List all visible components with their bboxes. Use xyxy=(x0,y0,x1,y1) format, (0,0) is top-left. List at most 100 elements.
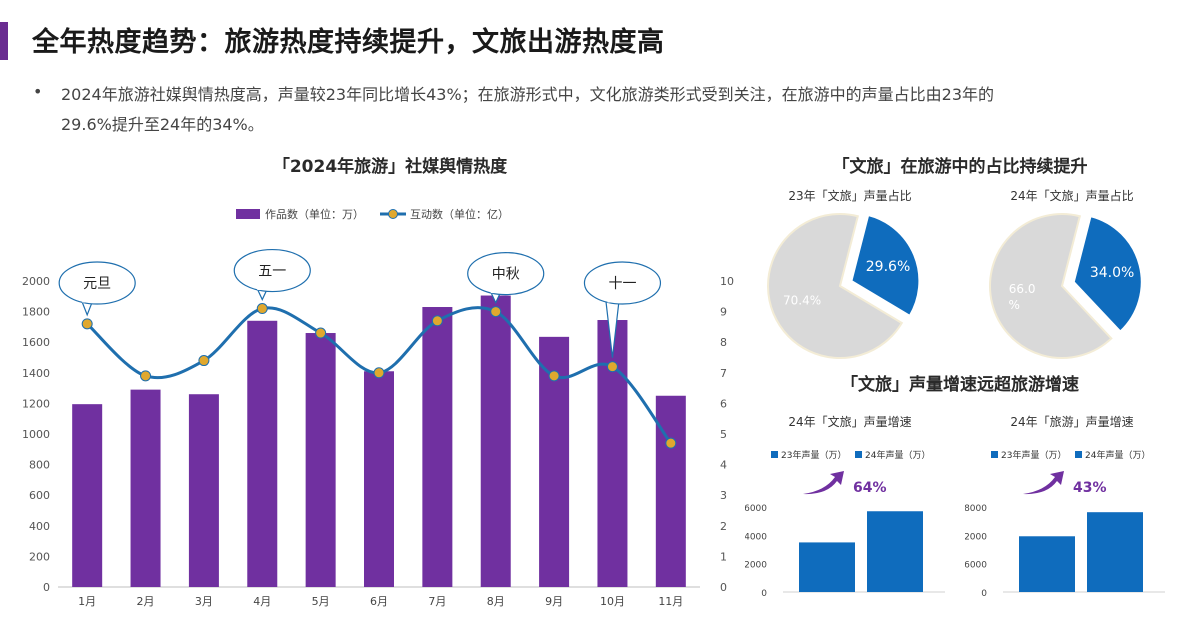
interaction-point xyxy=(315,327,327,339)
callout-label: 元旦 xyxy=(83,276,111,292)
bar-mark xyxy=(72,404,103,587)
y-left-tick-label: 1400 xyxy=(22,367,50,380)
main-chart-title: 「2024年旅游」社媒舆情热度 xyxy=(272,157,508,177)
growth-bar xyxy=(799,542,855,592)
y-right-tick-label: 4 xyxy=(720,459,727,472)
y-left-tick-label: 800 xyxy=(29,459,50,472)
pie-chart-24: 34.0% 66.0% xyxy=(989,213,1143,359)
callout-bubble xyxy=(583,261,662,305)
growth-arrow-icon xyxy=(803,471,844,495)
pie-chart-23: 29.6% 70.4% xyxy=(767,213,921,359)
interaction-point xyxy=(548,370,560,382)
monthly-heat-chart: 0 200 400 600 800 1000 1200 1400 1600 1800 2000 0 1 2… xyxy=(22,207,734,608)
y-right-tick-label: 10 xyxy=(720,275,734,288)
y-right-tick-label: 5 xyxy=(720,428,727,441)
y-left-tick-label: 1000 xyxy=(22,428,50,441)
x-tick-label: 8月 xyxy=(487,595,505,608)
bar-mark xyxy=(305,333,336,587)
x-tick-label: 4月 xyxy=(253,595,271,608)
growth-rate-label: 43% xyxy=(1073,480,1107,496)
x-tick-label: 5月 xyxy=(312,595,330,608)
summary-text: 2024年旅游社媒舆情热度高，声量较23年同比增长43%；在旅游形式中，文化旅游… xyxy=(61,85,995,134)
bar-mark xyxy=(247,320,278,587)
legend-line-marker xyxy=(388,209,398,219)
holiday-callout: 五一 xyxy=(233,248,311,301)
callout-bubble xyxy=(233,248,311,293)
pie-24-title: 24年「文旅」声量占比 xyxy=(1010,189,1134,203)
growth-legend-label: 24年声量（万） xyxy=(1085,449,1150,461)
growth-legend-swatch xyxy=(855,451,862,458)
y-left-tick-label: 1200 xyxy=(22,397,50,410)
callout-label: 五一 xyxy=(258,264,286,280)
page-title: 全年热度趋势：旅游热度持续提升，文旅出游热度高 xyxy=(32,27,665,58)
pie-slice-other xyxy=(767,213,904,359)
pie-label-culture: 29.6% xyxy=(866,259,910,275)
interaction-point xyxy=(256,303,268,315)
y-left-tick-label: 400 xyxy=(29,520,50,533)
bar-mark xyxy=(480,295,511,587)
y-right-tick-label: 9 xyxy=(720,306,727,319)
growth-legend-label: 24年声量（万） xyxy=(865,449,930,461)
x-tick-label: 11月 xyxy=(658,595,683,608)
growth-y-tick-label: 6000 xyxy=(965,561,987,571)
holiday-callout: 十一 xyxy=(583,261,662,358)
growth-y-tick-label: 12000 xyxy=(965,532,987,542)
pie-23-title: 23年「文旅」声量占比 xyxy=(788,189,912,203)
holiday-callout: 中秋 xyxy=(467,252,545,305)
y-left-tick-label: 1600 xyxy=(22,336,50,349)
pie-slice-culture xyxy=(850,213,921,318)
y-right-tick-label: 8 xyxy=(720,336,727,349)
growth-y-tick-label: 4000 xyxy=(745,532,767,542)
pie-label-other-unit: % xyxy=(1008,298,1019,312)
y-right-tick-label: 6 xyxy=(720,397,727,410)
growth-legend-label: 23年声量（万） xyxy=(781,449,846,461)
growth-legend-swatch xyxy=(771,451,778,458)
callout-bubble xyxy=(58,261,136,305)
growth-section-title: 「文旅」声量增速远超旅游增速 xyxy=(841,375,1079,395)
growth-legend-label: 23年声量（万） xyxy=(1001,449,1066,461)
pie-label-culture: 34.0% xyxy=(1090,265,1134,281)
y-left-tick-label: 0 xyxy=(43,581,50,594)
y-right-tick-label: 7 xyxy=(720,367,727,380)
y-right-tick-label: 1 xyxy=(720,550,727,563)
x-tick-label: 3月 xyxy=(195,595,213,608)
growth-y-tick-label: 18000 xyxy=(965,504,987,514)
callout-label: 中秋 xyxy=(492,267,520,283)
growth-travel-title: 24年「旅游」声量增速 xyxy=(1010,415,1134,429)
callout-bubble xyxy=(467,252,545,296)
growth-arrow-icon xyxy=(1023,471,1064,495)
growth-y-tick-label: 0 xyxy=(981,589,987,599)
title-accent-bar xyxy=(0,22,8,60)
pie-label-other: 66.0 xyxy=(1009,282,1036,296)
bar-mark xyxy=(364,371,394,587)
pie-label-other: 70.4% xyxy=(783,293,821,307)
interaction-point xyxy=(490,306,502,318)
y-left-tick-label: 600 xyxy=(29,489,50,502)
legend-bar-label: 作品数（单位：万） xyxy=(265,207,364,221)
y-left-tick-label: 1800 xyxy=(22,306,50,319)
callout-label: 十一 xyxy=(608,276,636,292)
growth-chart-culture: 0 2000 4000 6000 23年声量（万） 24年声量（万） 64% xyxy=(745,449,945,599)
interaction-point xyxy=(606,361,618,373)
growth-culture-title: 24年「文旅」声量增速 xyxy=(788,415,912,429)
bullet-marker: • xyxy=(33,82,43,101)
growth-legend-swatch xyxy=(991,451,998,458)
interaction-point xyxy=(140,370,152,382)
interaction-point xyxy=(665,437,677,449)
growth-bar xyxy=(867,511,923,592)
legend-line-label: 互动数（单位：亿） xyxy=(410,207,509,221)
x-tick-label: 9月 xyxy=(545,595,563,608)
growth-legend-swatch xyxy=(1075,451,1082,458)
growth-bar xyxy=(1019,536,1075,592)
bar-mark xyxy=(188,394,219,587)
share-section-title: 「文旅」在旅游中的占比持续提升 xyxy=(832,157,1088,177)
holiday-callout: 元旦 xyxy=(58,261,136,317)
bar-mark xyxy=(130,389,161,587)
x-tick-label: 6月 xyxy=(370,595,388,608)
pie-slice-other xyxy=(989,213,1113,359)
y-right-tick-label: 2 xyxy=(720,520,727,533)
growth-y-tick-label: 2000 xyxy=(745,561,767,571)
interaction-point xyxy=(198,355,210,367)
growth-bar xyxy=(1087,512,1143,592)
y-right-tick-label: 0 xyxy=(720,581,727,594)
